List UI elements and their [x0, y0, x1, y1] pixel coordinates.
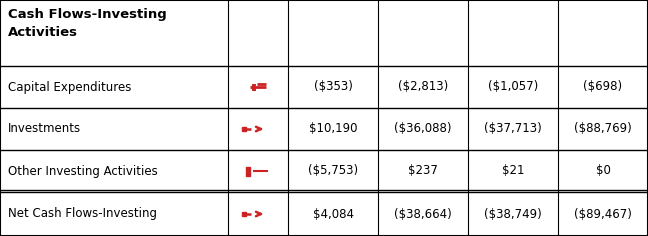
Text: ($89,467): ($89,467): [574, 207, 632, 220]
Text: ($88,769): ($88,769): [574, 122, 632, 135]
Text: $10,190: $10,190: [308, 122, 357, 135]
Text: ($5,753): ($5,753): [308, 164, 358, 177]
Text: $0: $0: [596, 164, 610, 177]
Text: ($698): ($698): [583, 80, 623, 93]
Text: ($38,664): ($38,664): [394, 207, 452, 220]
Text: ($37,713): ($37,713): [484, 122, 542, 135]
Text: Other Investing Activities: Other Investing Activities: [8, 164, 157, 177]
Text: Cash Flows-Investing: Cash Flows-Investing: [8, 8, 167, 21]
Text: ($1,057): ($1,057): [488, 80, 538, 93]
Text: ($38,749): ($38,749): [484, 207, 542, 220]
Text: Investments: Investments: [8, 122, 81, 135]
Text: Net Cash Flows-Investing: Net Cash Flows-Investing: [8, 207, 157, 220]
Text: ($36,088): ($36,088): [394, 122, 452, 135]
Text: $237: $237: [408, 164, 438, 177]
Text: $21: $21: [502, 164, 524, 177]
Text: ($353): ($353): [314, 80, 353, 93]
Text: ($2,813): ($2,813): [398, 80, 448, 93]
Text: Activities: Activities: [8, 26, 78, 39]
Text: $4,084: $4,084: [312, 207, 354, 220]
Text: Capital Expenditures: Capital Expenditures: [8, 80, 132, 93]
